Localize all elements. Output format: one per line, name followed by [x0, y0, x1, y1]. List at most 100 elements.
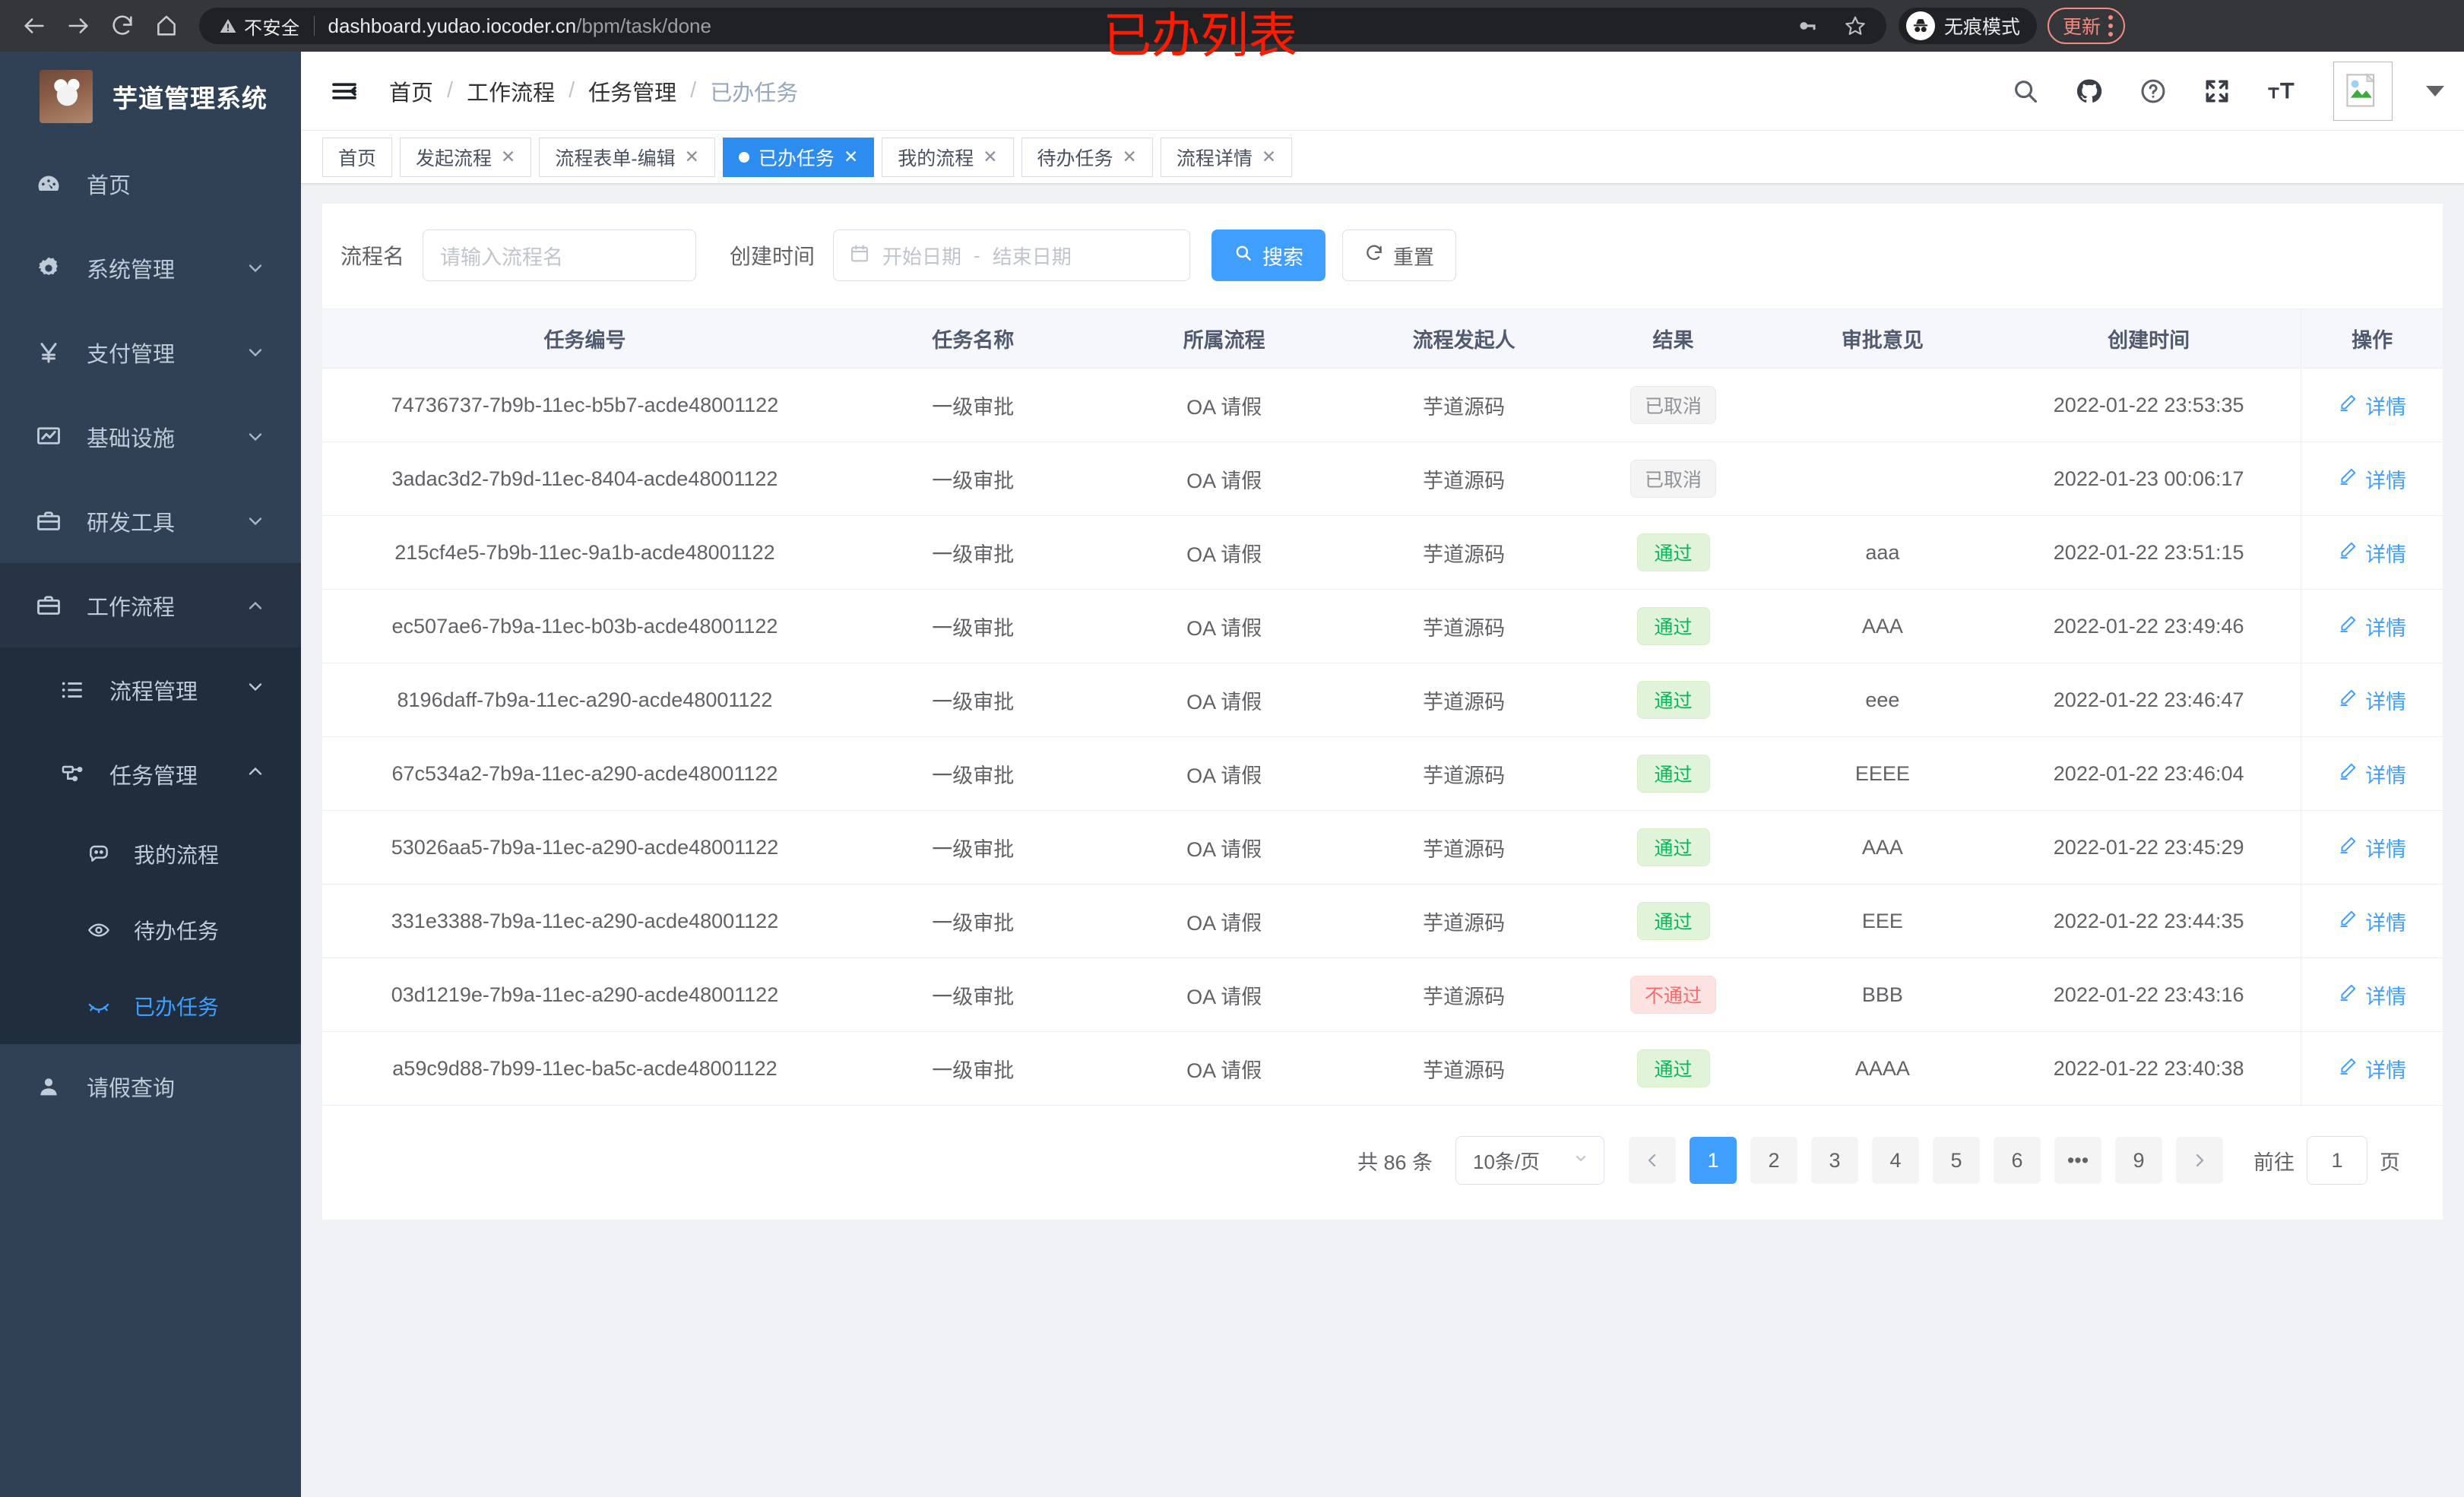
tab-my-process[interactable]: 我的流程 ✕ [882, 137, 1014, 177]
cell-created-time: 2022-01-22 23:53:35 [1997, 368, 2301, 442]
task-table: 任务编号 任务名称 所属流程 流程发起人 结果 审批意见 创建时间 操作 747… [322, 309, 2443, 1106]
close-icon[interactable]: ✕ [843, 147, 859, 166]
font-size-icon[interactable] [2265, 75, 2297, 107]
sidebar-item-devtools[interactable]: 研发工具 [0, 479, 301, 563]
cell-task-name: 一级审批 [847, 810, 1099, 885]
table-row[interactable]: 215cf4e5-7b9b-11ec-9a1b-acde48001122 一级审批… [322, 515, 2443, 590]
breadcrumb-item-home[interactable]: 首页 [389, 81, 434, 106]
detail-button[interactable]: 详情 [2338, 612, 2406, 641]
forward-arrow-icon[interactable] [56, 4, 100, 48]
close-icon[interactable]: ✕ [1122, 147, 1137, 166]
cell-created-time: 2022-01-22 23:45:29 [1997, 810, 2301, 885]
home-icon[interactable] [144, 4, 188, 48]
fullscreen-icon[interactable] [2201, 75, 2233, 107]
tab-process-form-edit[interactable]: 流程表单-编辑 ✕ [539, 137, 715, 177]
sidebar-item-process-management[interactable]: 流程管理 [0, 647, 301, 732]
table-row[interactable]: 3adac3d2-7b9d-11ec-8404-acde48001122 一级审批… [322, 442, 2443, 516]
table-row[interactable]: 03d1219e-7b9a-11ec-a290-acde48001122 一级审批… [322, 957, 2443, 1032]
cell-process: OA 请假 [1098, 442, 1350, 516]
prev-page-button[interactable] [1629, 1137, 1676, 1184]
sidebar-item-todo-task[interactable]: 待办任务 [0, 892, 301, 968]
sidebar-item-task-management[interactable]: 任务管理 [0, 732, 301, 816]
detail-button[interactable]: 详情 [2338, 464, 2406, 494]
detail-button[interactable]: 详情 [2338, 1054, 2406, 1084]
reload-icon[interactable] [100, 4, 144, 48]
page-size-select[interactable]: 10条/页 [1455, 1136, 1604, 1185]
search-button[interactable]: 搜索 [1211, 229, 1326, 281]
sidebar-item-workflow[interactable]: 工作流程 [0, 563, 301, 647]
page-button-9[interactable]: 9 [2115, 1137, 2162, 1184]
incognito-badge[interactable]: 无痕模式 [1899, 8, 2038, 44]
sidebar-item-done-task[interactable]: 已办任务 [0, 968, 301, 1044]
detail-button[interactable]: 详情 [2338, 833, 2406, 862]
close-icon[interactable]: ✕ [501, 147, 516, 166]
table-row[interactable]: ec507ae6-7b9a-11ec-b03b-acde48001122 一级审批… [322, 589, 2443, 663]
tab-home[interactable]: 首页 [322, 137, 393, 177]
page-button-3[interactable]: 3 [1811, 1137, 1858, 1184]
sidebar-item-payment[interactable]: 支付管理 [0, 310, 301, 394]
edit-pencil-icon [2338, 467, 2358, 492]
table-row[interactable]: 67c534a2-7b9a-11ec-a290-acde48001122 一级审批… [322, 736, 2443, 811]
jump-page-input[interactable]: 1 [2307, 1136, 2367, 1185]
url-text: dashboard.yudao.iocoder.cn/bpm/task/done [328, 14, 711, 38]
update-button[interactable]: 更新 [2048, 8, 2126, 44]
close-icon[interactable]: ✕ [684, 147, 699, 166]
table-row[interactable]: 53026aa5-7b9a-11ec-a290-acde48001122 一级审批… [322, 810, 2443, 885]
tab-process-detail[interactable]: 流程详情 ✕ [1160, 137, 1293, 177]
sidebar-item-leave-query[interactable]: 请假查询 [0, 1044, 301, 1128]
tab-todo-task[interactable]: 待办任务 ✕ [1021, 137, 1153, 177]
address-bar[interactable]: 不安全 dashboard.yudao.iocoder.cn/bpm/task/… [199, 8, 1886, 44]
table-row[interactable]: a59c9d88-7b99-11ec-ba5c-acde48001122 一级审批… [322, 1031, 2443, 1106]
sidebar-item-label: 研发工具 [87, 511, 176, 536]
tab-start-process[interactable]: 发起流程 ✕ [400, 137, 532, 177]
page-button-2[interactable]: 2 [1750, 1137, 1797, 1184]
chevron-down-icon[interactable] [2426, 85, 2444, 97]
github-icon[interactable] [2073, 75, 2105, 107]
sidebar-item-home[interactable]: 首页 [0, 141, 301, 226]
table-row[interactable]: 74736737-7b9b-11ec-b5b7-acde48001122 一级审批… [322, 368, 2443, 442]
detail-button[interactable]: 详情 [2338, 907, 2406, 936]
next-page-button[interactable] [2176, 1137, 2223, 1184]
tab-done-task[interactable]: 已办任务 ✕ [722, 137, 875, 177]
sidebar-item-system[interactable]: 系统管理 [0, 226, 301, 310]
cell-process: OA 请假 [1098, 368, 1350, 442]
total-count-label: 共 86 条 [1357, 1150, 1433, 1174]
avatar[interactable] [2333, 61, 2393, 121]
page-button-5[interactable]: 5 [1933, 1137, 1980, 1184]
process-name-input[interactable]: 请输入流程名 [423, 229, 697, 281]
cell-created-time: 2022-01-22 23:43:16 [1997, 957, 2301, 1032]
search-icon[interactable] [2010, 75, 2041, 107]
detail-button[interactable]: 详情 [2338, 759, 2406, 789]
help-circle-icon[interactable] [2137, 75, 2169, 107]
sidebar-item-infrastructure[interactable]: 基础设施 [0, 394, 301, 479]
detail-button[interactable]: 详情 [2338, 538, 2406, 568]
tabs-bar: 首页 发起流程 ✕ 流程表单-编辑 ✕ 已办任务 ✕ 我的流程 ✕ 待办任务 ✕… [301, 131, 2464, 184]
bookmark-star-icon[interactable] [1844, 14, 1867, 37]
brand-header[interactable]: 芋道管理系统 [0, 52, 301, 141]
cell-operation: 详情 [2301, 957, 2443, 1032]
cell-operation: 详情 [2301, 810, 2443, 885]
detail-label: 详情 [2365, 690, 2407, 714]
reset-button[interactable]: 重置 [1342, 229, 1457, 281]
table-row[interactable]: 331e3388-7b9a-11ec-a290-acde48001122 一级审批… [322, 884, 2443, 958]
breadcrumb-item-task-management[interactable]: 任务管理 [588, 81, 677, 106]
breadcrumb-item-workflow[interactable]: 工作流程 [467, 81, 556, 106]
kebab-menu-icon[interactable] [2108, 15, 2114, 36]
close-icon[interactable]: ✕ [983, 147, 998, 166]
page-button-4[interactable]: 4 [1872, 1137, 1919, 1184]
detail-button[interactable]: 详情 [2338, 685, 2406, 715]
password-key-icon[interactable] [1797, 15, 1818, 36]
cell-result: 通过 [1578, 736, 1769, 811]
cell-opinion [1768, 368, 1997, 442]
hamburger-icon[interactable] [327, 74, 362, 109]
page-button-6[interactable]: 6 [1994, 1137, 2041, 1184]
close-icon[interactable]: ✕ [1261, 147, 1277, 166]
created-time-range-picker[interactable]: 开始日期 - 结束日期 [833, 229, 1191, 281]
sidebar-item-my-process[interactable]: 我的流程 [0, 816, 301, 892]
page-button-1[interactable]: 1 [1690, 1137, 1737, 1184]
detail-button[interactable]: 详情 [2338, 980, 2406, 1010]
detail-button[interactable]: 详情 [2338, 391, 2406, 420]
table-row[interactable]: 8196daff-7b9a-11ec-a290-acde48001122 一级审批… [322, 663, 2443, 737]
back-arrow-icon[interactable] [12, 4, 56, 48]
edit-pencil-icon [2338, 761, 2358, 786]
